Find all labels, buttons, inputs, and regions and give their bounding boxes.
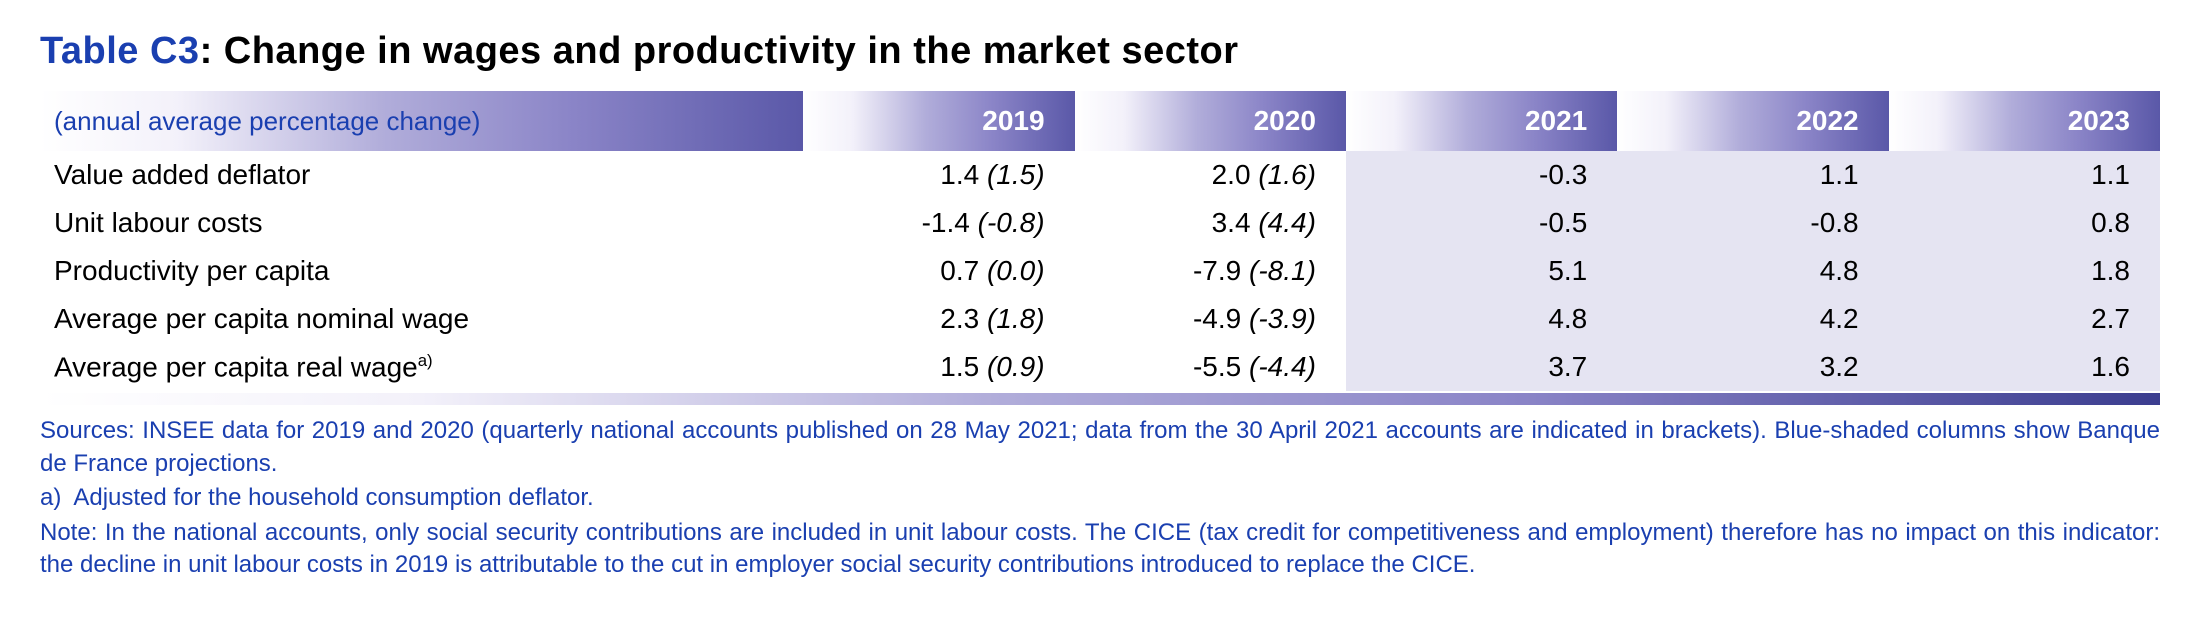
cell-value: 3.7 [1548, 351, 1587, 382]
cell-value: 1.1 [1820, 159, 1859, 190]
cell-value: -0.3 [1539, 159, 1587, 190]
cell: 0.8 [1889, 199, 2160, 247]
cell: 1.4 (1.5) [803, 151, 1074, 199]
data-table: (annual average percentage change) 2019 … [40, 91, 2160, 391]
cell-value: -0.8 [1810, 207, 1858, 238]
cell-value: 0.7 [940, 255, 979, 286]
cell-paren: (0.9) [987, 351, 1045, 382]
table-row: Value added deflator1.4 (1.5)2.0 (1.6)-0… [40, 151, 2160, 199]
cell-paren: (1.5) [987, 159, 1045, 190]
cell-value: 2.7 [2091, 303, 2130, 334]
cell: -7.9 (-8.1) [1075, 247, 1346, 295]
cell-paren: (4.4) [1258, 207, 1316, 238]
col-header: 2020 [1075, 91, 1346, 151]
cell-value: 4.2 [1820, 303, 1859, 334]
title-sep: : [200, 30, 224, 72]
cell: 4.8 [1346, 295, 1617, 343]
cell: 5.1 [1346, 247, 1617, 295]
cell-value: 1.1 [2091, 159, 2130, 190]
cell-paren: (-0.8) [978, 207, 1045, 238]
col-header: 2021 [1346, 91, 1617, 151]
cell-value: 1.6 [2091, 351, 2130, 382]
cell-value: -7.9 [1193, 255, 1241, 286]
table-row: Productivity per capita0.7 (0.0)-7.9 (-8… [40, 247, 2160, 295]
footer-band [40, 393, 2160, 405]
col-header: 2023 [1889, 91, 2160, 151]
cell: 1.8 [1889, 247, 2160, 295]
cell-paren: (-3.9) [1249, 303, 1316, 334]
table-row: Unit labour costs-1.4 (-0.8)3.4 (4.4)-0.… [40, 199, 2160, 247]
row-label: Average per capita real wagea) [40, 343, 803, 391]
table-subtitle: (annual average percentage change) [40, 91, 803, 151]
cell: 4.8 [1617, 247, 1888, 295]
col-header: 2019 [803, 91, 1074, 151]
cell: 2.7 [1889, 295, 2160, 343]
cell: 3.2 [1617, 343, 1888, 391]
cell: -0.8 [1617, 199, 1888, 247]
cell: 1.6 [1889, 343, 2160, 391]
cell-paren: (1.6) [1258, 159, 1316, 190]
cell: 4.2 [1617, 295, 1888, 343]
cell-value: 3.2 [1820, 351, 1859, 382]
cell-paren: (-4.4) [1249, 351, 1316, 382]
cell-value: 5.1 [1548, 255, 1587, 286]
cell-paren: (-8.1) [1249, 255, 1316, 286]
table-row: Average per capita nominal wage2.3 (1.8)… [40, 295, 2160, 343]
cell: -0.3 [1346, 151, 1617, 199]
table-label: Table C3 [40, 30, 200, 72]
cell: -1.4 (-0.8) [803, 199, 1074, 247]
row-label: Unit labour costs [40, 199, 803, 247]
row-label: Average per capita nominal wage [40, 295, 803, 343]
title-text: Change in wages and productivity in the … [224, 30, 1239, 72]
cell-paren: (1.8) [987, 303, 1045, 334]
cell-value: 4.8 [1548, 303, 1587, 334]
table-notes: Sources: INSEE data for 2019 and 2020 (q… [40, 415, 2160, 581]
cell: 1.1 [1889, 151, 2160, 199]
cell-value: 1.5 [940, 351, 979, 382]
cell-value: 0.8 [2091, 207, 2130, 238]
cell: 3.7 [1346, 343, 1617, 391]
notes-note: Note: In the national accounts, only soc… [40, 517, 2160, 582]
row-label: Value added deflator [40, 151, 803, 199]
cell-value: 3.4 [1212, 207, 1251, 238]
cell: 2.0 (1.6) [1075, 151, 1346, 199]
header-row: (annual average percentage change) 2019 … [40, 91, 2160, 151]
col-header: 2022 [1617, 91, 1888, 151]
table-title: Table C3: Change in wages and productivi… [40, 30, 2160, 73]
cell: 0.7 (0.0) [803, 247, 1074, 295]
table-body: Value added deflator1.4 (1.5)2.0 (1.6)-0… [40, 151, 2160, 391]
table-row: Average per capita real wagea)1.5 (0.9)-… [40, 343, 2160, 391]
cell-value: -5.5 [1193, 351, 1241, 382]
cell: 3.4 (4.4) [1075, 199, 1346, 247]
cell-value: 4.8 [1820, 255, 1859, 286]
cell-paren: (0.0) [987, 255, 1045, 286]
cell-value: -4.9 [1193, 303, 1241, 334]
cell-value: -1.4 [922, 207, 970, 238]
cell: 1.1 [1617, 151, 1888, 199]
cell-value: -0.5 [1539, 207, 1587, 238]
cell-value: 1.4 [940, 159, 979, 190]
cell-value: 2.3 [940, 303, 979, 334]
cell: 1.5 (0.9) [803, 343, 1074, 391]
cell: -5.5 (-4.4) [1075, 343, 1346, 391]
row-label: Productivity per capita [40, 247, 803, 295]
cell: 2.3 (1.8) [803, 295, 1074, 343]
cell: -4.9 (-3.9) [1075, 295, 1346, 343]
cell-value: 2.0 [1212, 159, 1251, 190]
cell: -0.5 [1346, 199, 1617, 247]
notes-sources: Sources: INSEE data for 2019 and 2020 (q… [40, 415, 2160, 480]
row-footnote-marker: a) [418, 351, 433, 370]
cell-value: 1.8 [2091, 255, 2130, 286]
notes-footnote-a: a) Adjusted for the household consumptio… [40, 482, 2160, 514]
